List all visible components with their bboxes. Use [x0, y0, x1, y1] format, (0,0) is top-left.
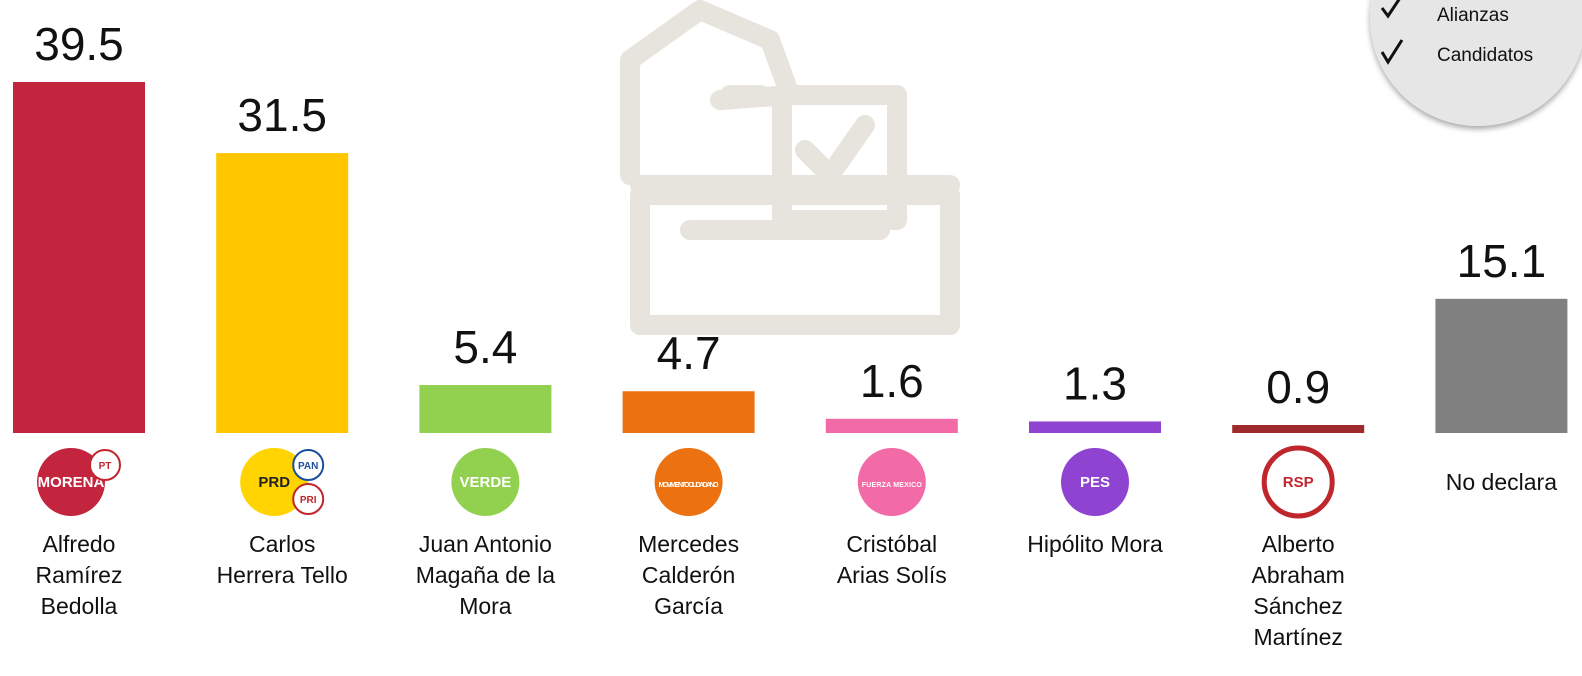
legend-text: Alianzas	[1437, 5, 1509, 26]
legend-bubble: Alianzas Candidatos	[1370, 0, 1582, 126]
logo-text: FUERZA MEXICO	[862, 482, 923, 489]
logo-text: PAN	[298, 461, 318, 472]
value-label: 39.5	[34, 18, 124, 70]
logo-text: PT	[99, 461, 112, 472]
party-logo: RSP	[1261, 445, 1335, 519]
logo-circle	[37, 448, 105, 516]
party-logo: FUERZA MEXICO	[857, 448, 926, 516]
ballot-icon	[620, 0, 960, 335]
party-logo: MOVIMIENTO CIUDADANO	[654, 448, 723, 516]
logo-circle	[1061, 448, 1129, 516]
category-label: Mercedes Calderón García	[638, 531, 740, 619]
logo-circle	[1261, 445, 1335, 519]
logo-text: RSP	[1283, 474, 1314, 491]
bar	[419, 385, 552, 433]
party-logo: MORENA PT	[37, 448, 121, 516]
logo-text: PRI	[300, 495, 317, 506]
value-label: 1.6	[860, 355, 924, 407]
logo-circle	[89, 449, 121, 481]
value-label: 1.3	[1063, 357, 1127, 409]
bar	[13, 82, 145, 433]
category-label: Alfredo Ramírez Bedolla	[35, 531, 123, 619]
category-label: Juan Antonio Magaña de la Mora	[415, 531, 556, 619]
logo-text: MOVIMIENTO CIUDADANO	[659, 482, 720, 489]
logo-circle	[292, 449, 325, 481]
logo-circle	[451, 448, 520, 516]
value-label: 4.7	[657, 327, 721, 379]
party-logo: PRD PAN PRI	[240, 448, 325, 516]
logo-circle	[240, 448, 309, 516]
category-label: No declara	[1445, 469, 1557, 495]
logo-text: PRD	[258, 474, 290, 491]
check-icon	[1380, 39, 1404, 65]
logo-text: MORENA	[38, 474, 105, 491]
logo-circle	[654, 448, 723, 516]
logo-circle	[857, 448, 926, 516]
logo-circle	[292, 483, 325, 515]
value-label: 5.4	[453, 321, 517, 373]
bar	[825, 418, 958, 433]
legend-text: Candidatos	[1437, 45, 1533, 66]
legend-bg	[1370, 0, 1582, 126]
category-label: Alberto Abraham Sánchez Martínez	[1251, 531, 1345, 650]
category-label: Hipólito Mora	[1027, 531, 1163, 557]
logo-text: PES	[1080, 474, 1110, 491]
value-label: 15.1	[1457, 235, 1547, 287]
category-label: Carlos Herrera Tello	[216, 531, 348, 588]
bar	[622, 391, 755, 433]
value-label: 31.5	[237, 89, 327, 141]
bar	[1232, 425, 1365, 433]
check-icon	[1380, 0, 1401, 19]
bar	[1435, 298, 1568, 433]
party-logo: PES	[1061, 448, 1129, 516]
logo-text: VERDE	[460, 474, 512, 491]
party-logo: VERDE	[451, 448, 520, 516]
bar	[216, 153, 349, 433]
bar	[1029, 421, 1161, 433]
category-label: Cristóbal Arias Solís	[836, 531, 947, 588]
value-label: 0.9	[1266, 361, 1330, 413]
